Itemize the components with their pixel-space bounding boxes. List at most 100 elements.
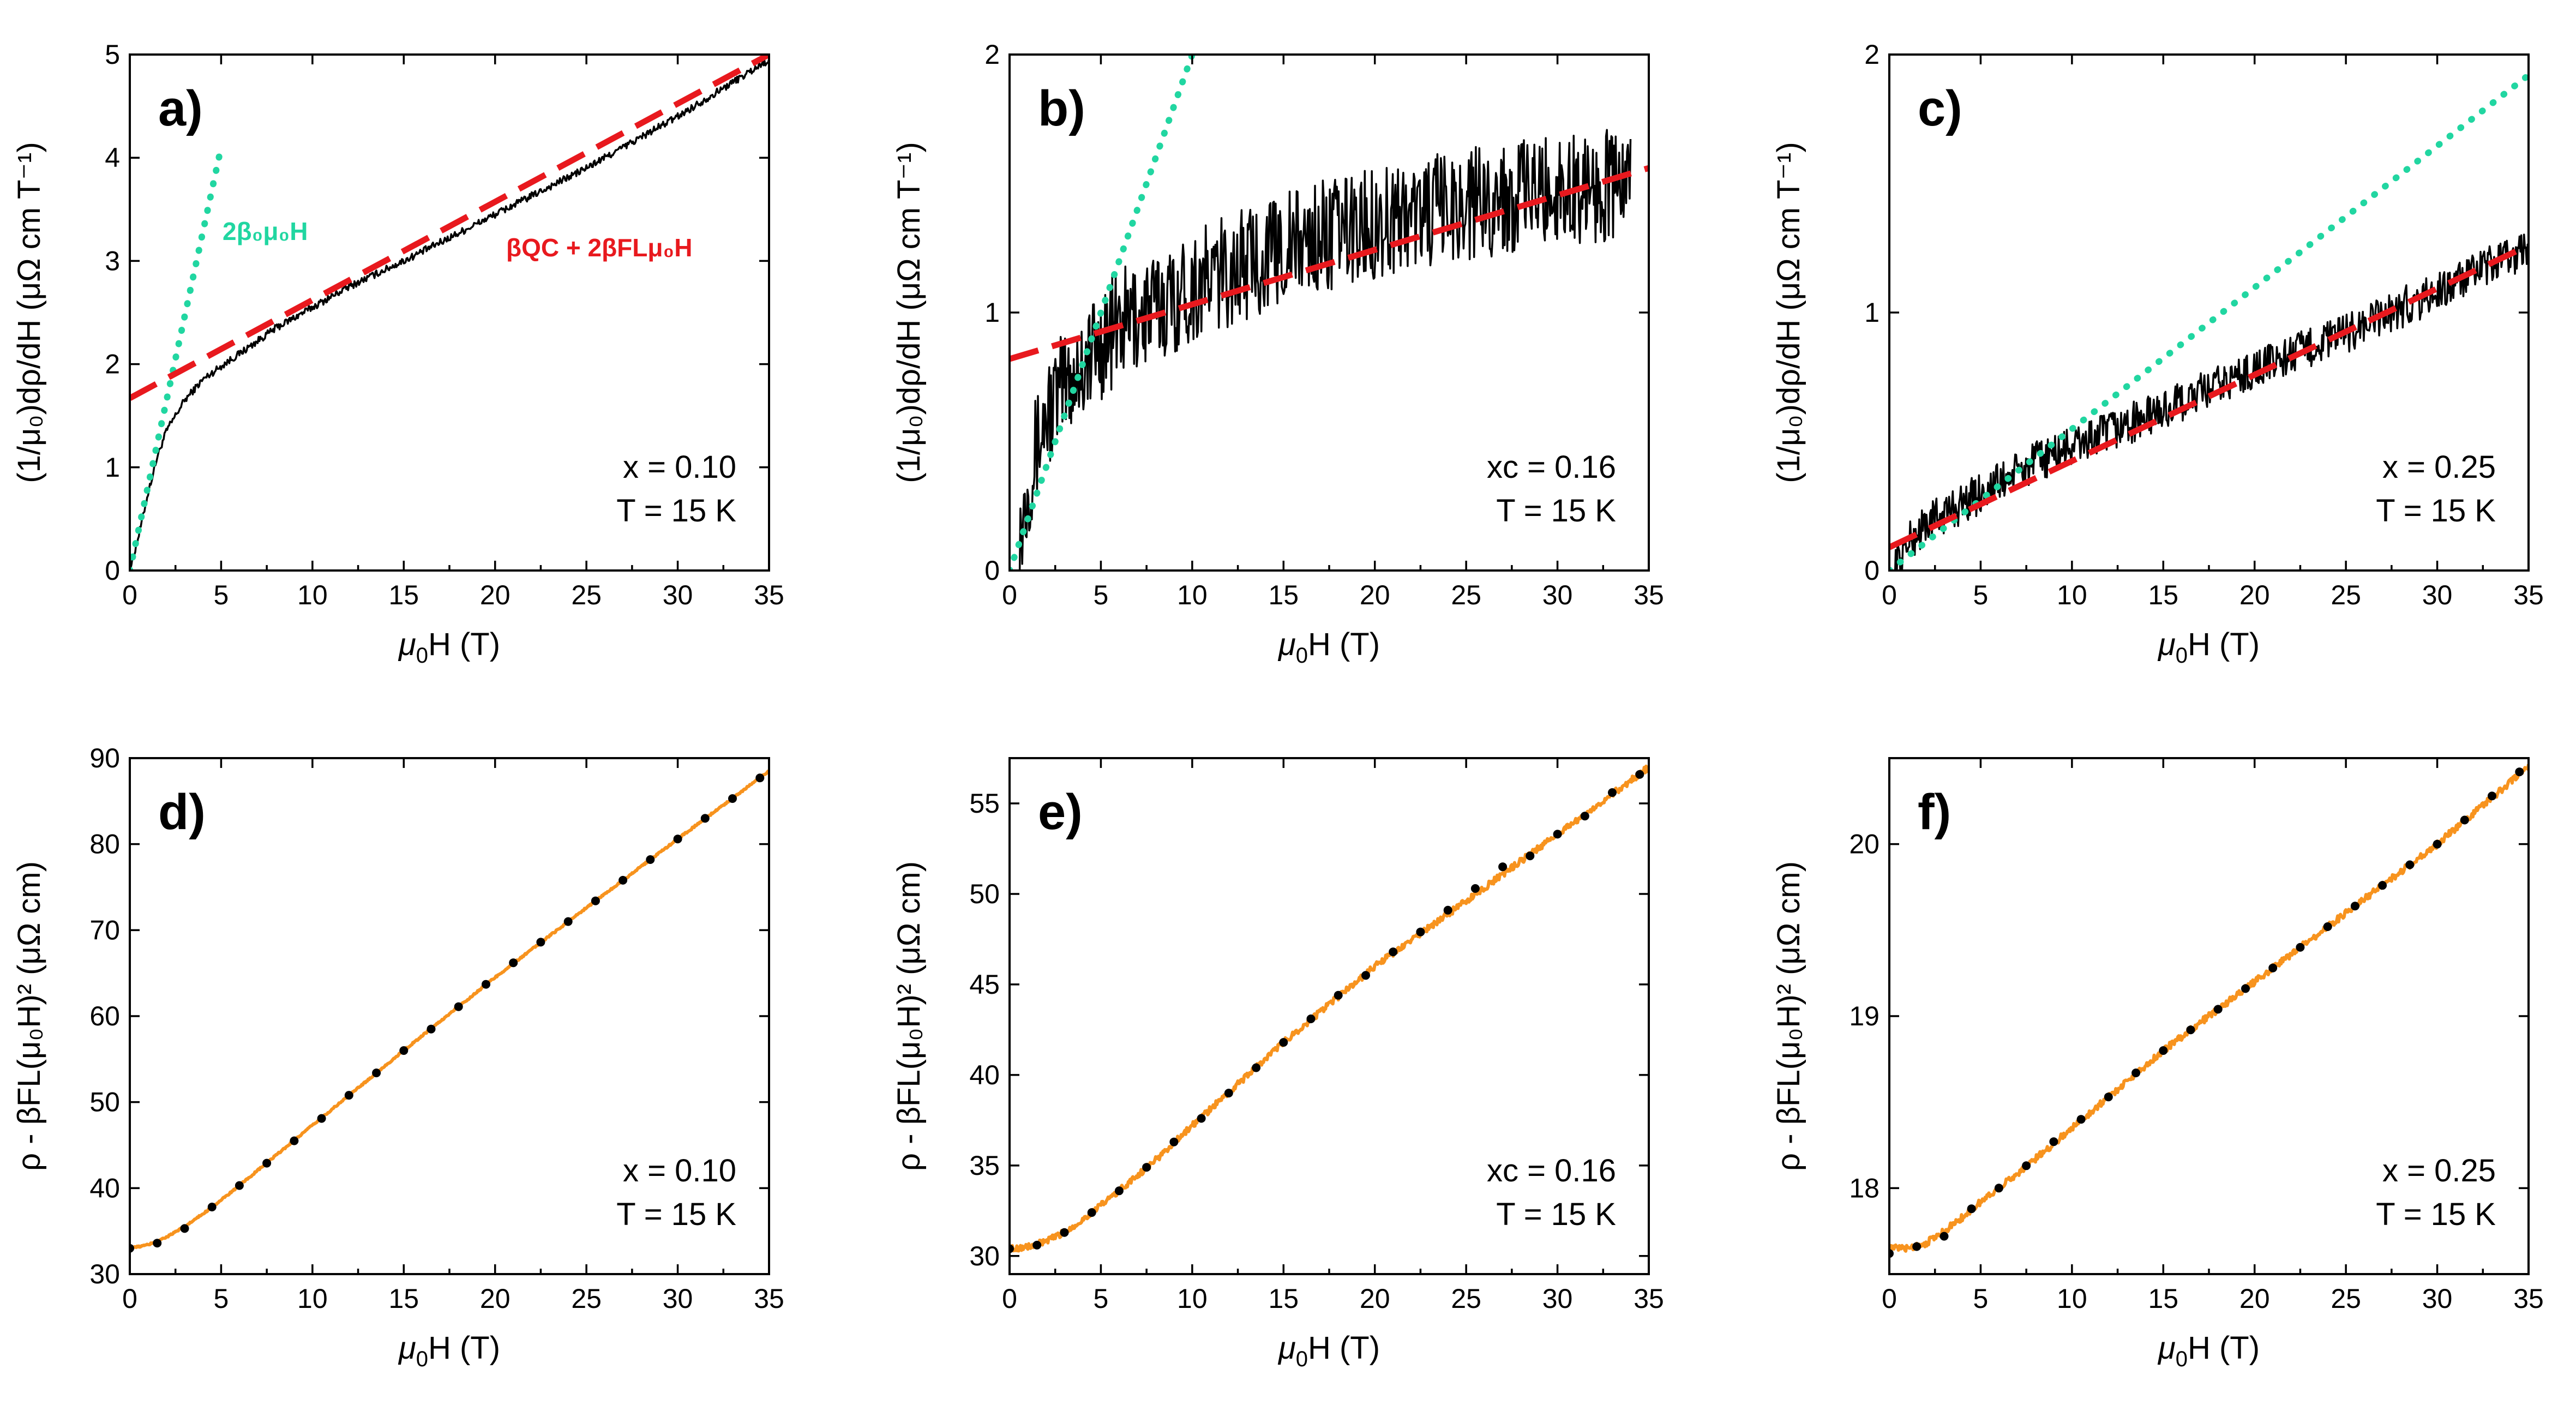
annotation-temperature: T = 15 K [2376,493,2496,529]
fit-label-zero-field: 2β₀μ₀H [223,217,308,245]
plot-area-c [1889,71,2529,571]
fit-point-d [344,1091,353,1100]
annotation-temperature: T = 15 K [2376,1197,2496,1232]
series-b-1 [1010,55,1196,571]
fit-point-f [2076,1115,2086,1124]
x-tick-label: 35 [754,580,784,610]
x-tick-label: 35 [2513,1283,2544,1314]
fit-point-e [1389,947,1398,957]
y-tick-label: 2 [984,39,1000,70]
x-tick-label: 25 [571,1283,602,1314]
x-tick-label: 10 [1177,1283,1208,1314]
x-tick-label: 10 [2057,580,2087,610]
x-tick-label: 15 [1268,1283,1299,1314]
y-tick-label: 2 [105,349,120,380]
fit-point-f [2241,984,2250,993]
panel-label: f) [1918,784,1951,840]
x-tick-label: 20 [480,580,511,610]
fit-point-e [1526,851,1535,861]
x-tick-label: 5 [1094,1283,1109,1314]
x-tick-label: 15 [2148,580,2178,610]
panel-label: d) [158,784,206,840]
x-tick-label: 10 [1177,580,1208,610]
fit-point-f [1994,1184,2003,1193]
y-tick-label: 55 [969,788,1000,819]
fit-point-e [1060,1228,1069,1237]
fit-point-d [207,1203,217,1211]
x-tick-label: 10 [2057,1283,2087,1314]
series-c-1 [1889,71,2529,571]
x-tick-label: 15 [388,1283,419,1314]
panel-label: b) [1038,81,1085,136]
fit-point-e [1470,884,1480,893]
x-tick-label: 25 [1451,1283,1481,1314]
annotation-composition: x = 0.25 [2382,449,2496,485]
fit-point-d [317,1114,326,1123]
fit-point-f [2515,767,2524,777]
y-tick-label: 0 [1864,555,1880,586]
x-axis-label: μ0H (T) [398,627,500,668]
fit-point-f [1967,1204,1976,1214]
fit-point-d [427,1024,436,1034]
fit-point-d [372,1068,381,1078]
fit-point-d [180,1224,189,1233]
fit-point-e [1580,812,1589,821]
y-tick-label: 60 [89,1001,120,1031]
fit-point-e [1252,1063,1261,1072]
x-tick-label: 15 [1268,580,1299,610]
series-a-0 [130,58,769,571]
y-tick-label: 0 [105,555,120,586]
y-tick-label: 30 [969,1241,1000,1271]
fit-point-e [1635,770,1644,779]
annotation-temperature: T = 15 K [616,493,736,529]
fit-point-d [536,938,545,947]
y-tick-label: 50 [969,879,1000,909]
y-axis-label: (1/μ₀)dρ/dH (μΩ cm T⁻¹) [1771,142,1806,483]
fit-point-e [1087,1208,1096,1217]
x-tick-label: 5 [1973,1283,1989,1314]
fit-point-d [235,1181,244,1190]
fit-point-e [1032,1240,1042,1250]
fit-point-f [1912,1242,1922,1251]
fit-point-f [1939,1232,1949,1241]
annotation-temperature: T = 15 K [1496,1197,1616,1232]
y-tick-label: 3 [105,245,120,276]
fit-point-e [1142,1163,1151,1172]
fit-point-e [1416,927,1425,936]
y-tick-label: 1 [984,297,1000,328]
chart-panel-e: 0 5 10 15 20 25 30 35 30 35 40 45 50 55 e) μ0H (T) ρ - β… [891,757,1664,1371]
fit-point-f [2433,839,2442,849]
x-tick-label: 30 [2422,580,2453,610]
x-tick-label: 30 [1542,1283,1573,1314]
x-axis-label: μ0H (T) [2157,1330,2260,1371]
y-axis-label: (1/μ₀)dρ/dH (μΩ cm T⁻¹) [11,142,47,483]
y-tick-label: 40 [969,1060,1000,1090]
fit-point-f [2049,1137,2058,1146]
fit-point-e [1498,862,1508,872]
plot-area-b [1010,55,1649,571]
plot-area-d [130,769,769,1253]
x-tick-label: 35 [1634,1283,1664,1314]
x-tick-label: 35 [754,1283,784,1314]
fit-point-d [673,834,682,844]
y-tick-label: 80 [89,829,120,860]
fit-point-d [153,1239,162,1248]
fit-point-d [290,1136,299,1145]
x-tick-label: 35 [2513,580,2544,610]
x-tick-label: 25 [571,580,602,610]
y-axis-label: ρ - βFL(μ₀H)² (μΩ cm) [891,861,927,1171]
fit-point-e [1443,905,1452,915]
series-c-2 [1889,243,2529,550]
x-tick-label: 0 [122,1283,137,1314]
x-axis-label: μ0H (T) [1277,1330,1380,1371]
plot-area-e [1010,764,1649,1253]
x-tick-label: 25 [1451,580,1481,610]
x-tick-label: 10 [297,1283,328,1314]
x-axis-label: μ0H (T) [1277,627,1380,668]
y-tick-label: 50 [89,1087,120,1118]
x-tick-label: 0 [1002,1283,1017,1314]
x-tick-label: 35 [1634,580,1664,610]
x-tick-label: 15 [2148,1283,2178,1314]
x-tick-label: 20 [1360,1283,1390,1314]
